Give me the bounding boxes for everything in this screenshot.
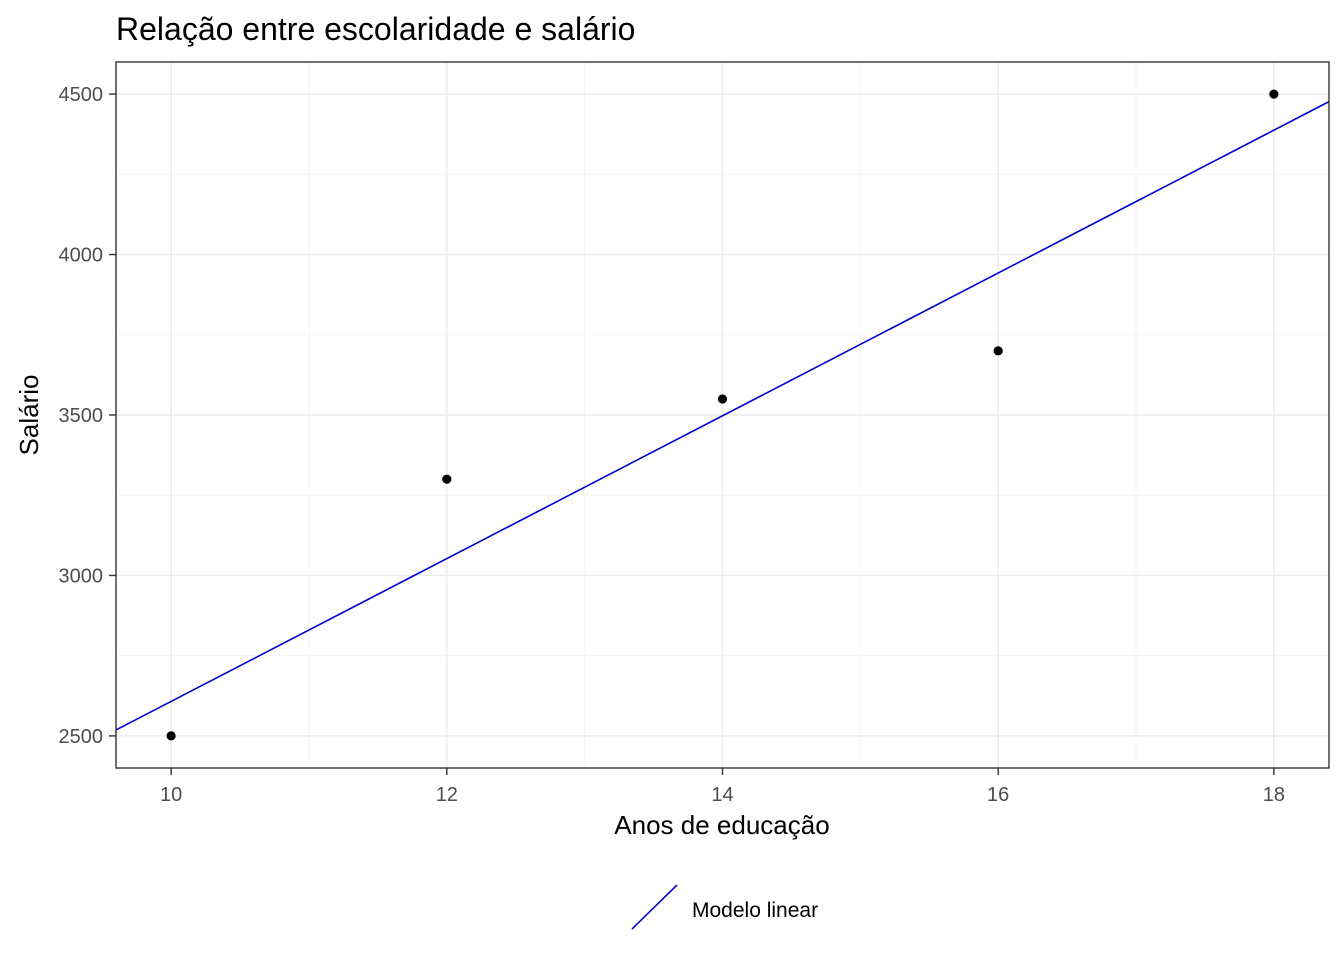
fit-line bbox=[115, 100, 1330, 731]
y-tick-label: 3500 bbox=[59, 405, 104, 427]
axis-ticks: 10 12 14 16 18 2500 3000 3500 4000 4500 bbox=[59, 84, 1285, 806]
legend-key-fit-line bbox=[631, 884, 678, 930]
x-tick-label: 14 bbox=[711, 784, 733, 806]
y-tick-label: 3000 bbox=[59, 565, 104, 587]
x-tick-label: 18 bbox=[1263, 784, 1285, 806]
x-tick-label: 12 bbox=[436, 784, 458, 806]
data-point bbox=[442, 474, 452, 484]
chart-title: Relação entre escolaridade e salário bbox=[116, 11, 635, 47]
grid bbox=[116, 62, 1329, 768]
legend-label: Modelo linear bbox=[692, 899, 818, 922]
legend: Modelo linear bbox=[631, 884, 818, 930]
data-point bbox=[166, 731, 176, 741]
fit-line-layer bbox=[115, 100, 1330, 731]
data-point bbox=[993, 346, 1003, 356]
x-tick-label: 10 bbox=[160, 784, 182, 806]
x-axis-title: Anos de educação bbox=[614, 810, 829, 840]
y-tick-label: 4000 bbox=[59, 245, 104, 267]
points-layer bbox=[166, 89, 1279, 741]
y-tick-label: 2500 bbox=[59, 726, 104, 748]
data-point bbox=[717, 394, 728, 404]
y-tick-label: 4500 bbox=[59, 84, 104, 106]
y-axis-title: Salário bbox=[14, 375, 44, 456]
x-tick-label: 16 bbox=[987, 784, 1009, 806]
data-point bbox=[1269, 89, 1279, 99]
